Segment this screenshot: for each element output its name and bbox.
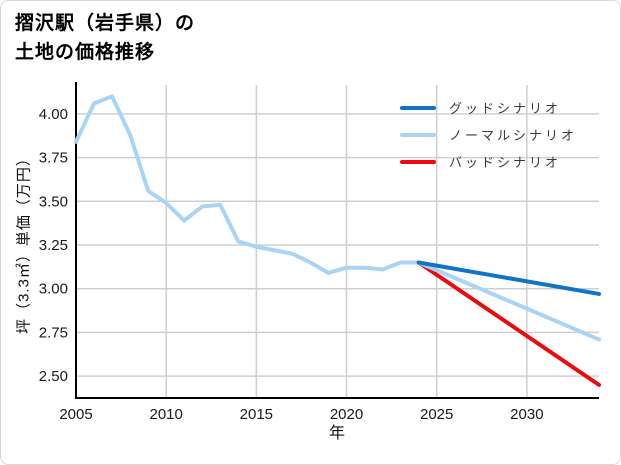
y-tick-label: 3.00: [39, 281, 68, 298]
good-scenario-line: [416, 260, 601, 296]
x-tick-label: 2015: [240, 406, 273, 423]
normal-scenario-line: [416, 260, 601, 342]
x-tick-label: 2020: [330, 406, 363, 423]
chart-title: 摺沢駅（岩手県）の 土地の価格推移: [15, 9, 195, 67]
x-tick-label: 2010: [149, 406, 182, 423]
y-tick-label: 2.75: [39, 324, 68, 341]
y-tick-label: 3.25: [39, 237, 68, 254]
y-tick-label: 4.00: [39, 106, 68, 123]
normal-scenario-line-swatch: [400, 132, 436, 137]
x-axis-label: 年: [328, 425, 346, 442]
x-tick-label: 2005: [59, 406, 92, 423]
y-tick-label: 3.50: [39, 193, 68, 210]
chart-title-line1: 摺沢駅（岩手県）の: [15, 13, 196, 34]
chart-legend: グッドシナリオ ノーマルシナリオ バッドシナリオ: [400, 94, 577, 175]
history-price-line: [74, 94, 421, 275]
legend-label-normal-scenario: ノーマルシナリオ: [449, 128, 578, 143]
x-tick-label: 2030: [510, 406, 543, 423]
chart-title-line2: 土地の価格推移: [15, 42, 156, 63]
legend-item-normal-scenario: ノーマルシナリオ: [400, 121, 577, 148]
legend-label-good-scenario: グッドシナリオ: [449, 101, 562, 116]
y-tick-label: 3.75: [39, 150, 68, 167]
legend-label-bad-scenario: バッドシナリオ: [449, 155, 562, 170]
legend-item-good-scenario: グッドシナリオ: [400, 94, 577, 121]
y-tick-label: 2.50: [39, 368, 68, 385]
bad-scenario-line: [416, 260, 601, 387]
good-scenario-line-swatch: [400, 105, 436, 110]
bad-scenario-line-swatch: [400, 159, 436, 164]
legend-item-bad-scenario: バッドシナリオ: [400, 148, 577, 175]
x-tick-label: 2025: [420, 406, 453, 423]
